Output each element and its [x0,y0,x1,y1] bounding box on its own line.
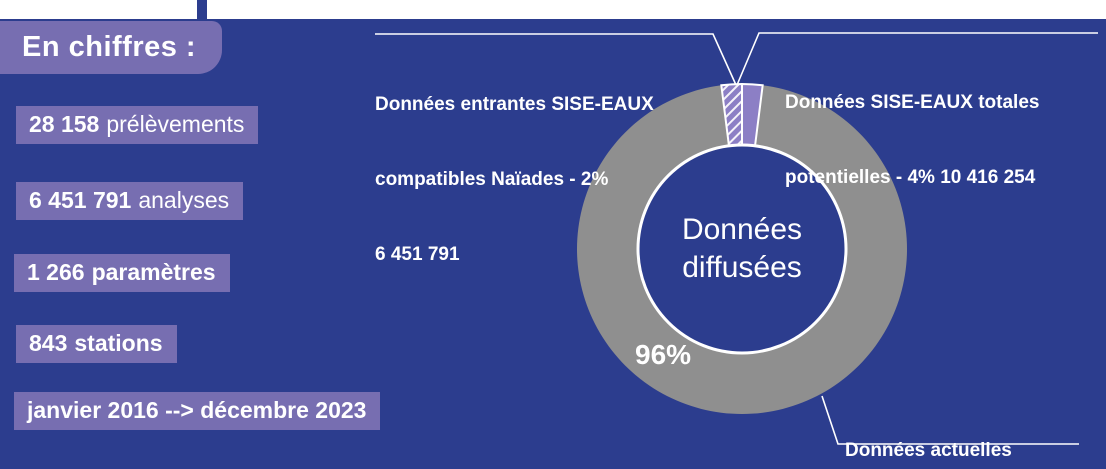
stat-label: prélèvements [106,111,245,137]
leader-line-top-left [375,33,737,86]
leader-line-bottom-right [821,395,1079,445]
stat-analyses: 6 451 791 analyses [16,182,244,220]
donut-center-label: Données diffusées [622,211,862,287]
stat-parametres: 1 266 paramètres [14,254,230,292]
stat-label: analyses [138,187,230,213]
page-title: En chiffres : [22,31,197,63]
callout-line: Données actuelles [845,440,1012,461]
stat-value: 1 266 [27,259,85,285]
callout-line: Données entrantes SISE-EAUX [375,94,654,115]
callout-totales-potentielles: Données SISE-EAUX totales potentielles -… [785,40,1105,240]
donut-center-line: diffusées [682,251,802,284]
donut-center-line: Données [681,213,803,246]
stat-period: janvier 2016 --> décembre 2023 [14,392,381,430]
donut-pct-label: 96% [635,339,692,370]
stat-value: 843 [29,330,68,356]
top-white-band [0,0,1106,19]
stat-value: janvier 2016 --> décembre 2023 [27,397,367,423]
stat-prelevements: 28 158 prélèvements [16,106,259,144]
top-navy-tab [197,0,207,22]
stat-value: 6 451 791 [29,187,132,213]
donut-slice-gray [577,85,907,415]
callout-entrantes: Données entrantes SISE-EAUX compatibles … [375,42,725,317]
callout-line: potentielles - 4% 10 416 254 [785,167,1036,188]
stat-label: stations [74,330,163,356]
callout-line: 6 451 791 [375,244,460,265]
stat-value: 28 158 [29,111,100,137]
stat-stations: 843 stations [16,325,177,363]
stat-label: paramètres [91,259,216,285]
callout-actuelles-naiades: Données actuelles Naïades 233 830 761 [845,388,1095,469]
donut-inner-ring [636,143,848,355]
callout-line: Données SISE-EAUX totales [785,92,1040,113]
donut-slices [577,82,907,415]
leader-line-top-right [736,32,1098,86]
title-box: En chiffres : [0,21,222,74]
callout-line: compatibles Naïades - 2% [375,169,609,190]
